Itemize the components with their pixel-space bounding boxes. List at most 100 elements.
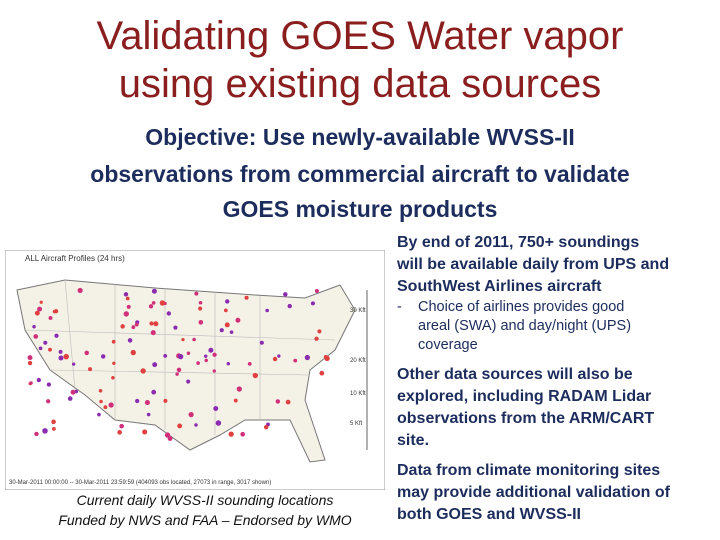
sounding-dot: [58, 355, 64, 361]
sounding-dot: [142, 429, 148, 435]
aircraft-map: ALL Aircraft Profiles (24 hrs) 30 Kft 20…: [5, 250, 385, 490]
sounding-dot: [244, 295, 249, 300]
sounding-dot: [151, 389, 157, 395]
bullet-line: site.: [397, 432, 430, 449]
sounding-dot: [100, 354, 106, 359]
bullet-line: By end of 2011, 750+ soundings: [397, 234, 640, 251]
objective-line: Objective: Use newly-available WVSS-II: [145, 124, 575, 150]
sounding-dot: [277, 354, 281, 358]
sounding-dot: [212, 369, 216, 373]
sounding-dot: [176, 367, 182, 373]
sounding-dot: [140, 368, 146, 374]
sounding-dot: [54, 333, 59, 338]
sounding-dot: [177, 423, 183, 429]
bullet-line: observations from the ARM/CART: [397, 410, 655, 427]
sub-bullet-line: areal (SWA) and day/night (UPS): [418, 318, 632, 334]
sounding-dot: [48, 315, 53, 320]
sounding-dot: [198, 306, 203, 311]
sounding-dot: [46, 399, 51, 404]
sounding-dot: [175, 372, 179, 376]
bullet-line: Data from climate monitoring sites: [397, 462, 661, 479]
sounding-dot: [48, 347, 52, 352]
sounding-dot: [314, 336, 319, 341]
sounding-dot: [163, 353, 168, 358]
sounding-dot: [27, 355, 33, 361]
sounding-dot: [36, 377, 41, 383]
sounding-dot: [117, 430, 122, 435]
sounding-dot: [181, 337, 185, 342]
bullet-line: Other data sources will also be: [397, 366, 633, 383]
sounding-dot: [103, 405, 108, 410]
sounding-dot: [192, 337, 196, 342]
sounding-dot: [198, 320, 204, 325]
sounding-dot: [228, 431, 234, 437]
sounding-dot: [51, 420, 55, 424]
sounding-dot: [196, 361, 200, 365]
bullet-line: both GOES and WVSS-II: [397, 506, 581, 523]
sounding-dot: [131, 325, 136, 330]
sounding-dot: [63, 353, 69, 360]
sounding-dot: [285, 399, 291, 405]
sounding-dot: [33, 334, 39, 339]
sounding-dot: [70, 389, 76, 395]
sounding-dot: [111, 376, 115, 380]
sounding-dot: [27, 360, 33, 366]
map-title: ALL Aircraft Profiles (24 hrs): [25, 254, 125, 263]
sounding-dot: [98, 389, 103, 393]
sounding-dot: [108, 402, 114, 408]
sounding-dot: [111, 339, 116, 344]
sounding-dot: [149, 321, 154, 326]
sounding-dot: [84, 350, 90, 356]
sounding-dot: [283, 292, 288, 297]
sounding-dot: [151, 301, 156, 305]
sounding-dot: [293, 358, 298, 363]
sounding-dot: [229, 330, 234, 334]
sounding-dot: [46, 382, 51, 387]
sounding-dot: [58, 349, 63, 354]
sounding-dot: [67, 396, 73, 401]
sounding-dot: [265, 308, 269, 313]
us-outline: [16, 279, 356, 463]
sounding-dot: [126, 304, 131, 309]
bullet-line: may provide additional validation of: [397, 484, 670, 501]
sounding-dot: [204, 358, 208, 363]
sounding-dot: [72, 362, 76, 366]
altitude-label: 5 Kft: [350, 421, 363, 427]
sounding-dot: [123, 311, 129, 317]
sounding-dot: [252, 372, 259, 379]
sounding-dot: [123, 292, 129, 297]
sounding-dots: [27, 287, 330, 441]
title-line: Validating GOES Water vapor: [96, 14, 624, 58]
caption-line: Current daily WVSS-II sounding locations: [76, 492, 334, 508]
sounding-dot: [224, 322, 230, 328]
state-borders: [24, 279, 336, 435]
sounding-dot: [29, 381, 33, 385]
sounding-dot: [219, 328, 224, 333]
sounding-dot: [88, 367, 93, 372]
sounding-dot: [233, 398, 238, 403]
sounding-dot: [97, 412, 101, 417]
map-time-range: 30-Mar-2011 00:00:00 -- 30-Mar-2011 23:5…: [9, 480, 271, 486]
sounding-dot: [37, 306, 43, 312]
sounding-dot: [151, 288, 157, 294]
bullet-line: will be available daily from UPS and: [397, 256, 670, 273]
sounding-dot: [164, 432, 171, 438]
sounding-dot: [314, 289, 319, 294]
sounding-dot: [38, 346, 43, 351]
sounding-dot: [130, 349, 136, 356]
sounding-dot: [310, 301, 315, 306]
sounding-dot: [226, 361, 230, 366]
title-line: using existing data sources: [118, 62, 602, 106]
sounding-dot: [52, 427, 56, 431]
sounding-dot: [188, 411, 194, 418]
sounding-dot: [263, 424, 269, 430]
sounding-dot: [178, 353, 184, 360]
altitude-label: 10 Kft: [350, 391, 366, 397]
sounding-dot: [146, 412, 151, 417]
bullet-line: explored, including RADAM Lidar: [397, 388, 652, 405]
sounding-dot: [43, 340, 48, 345]
sub-bullet-line: Choice of airlines provides good: [418, 299, 625, 315]
sounding-dot: [167, 436, 173, 441]
sounding-dot: [275, 399, 281, 404]
altitude-label: 30 Kft: [350, 308, 366, 314]
